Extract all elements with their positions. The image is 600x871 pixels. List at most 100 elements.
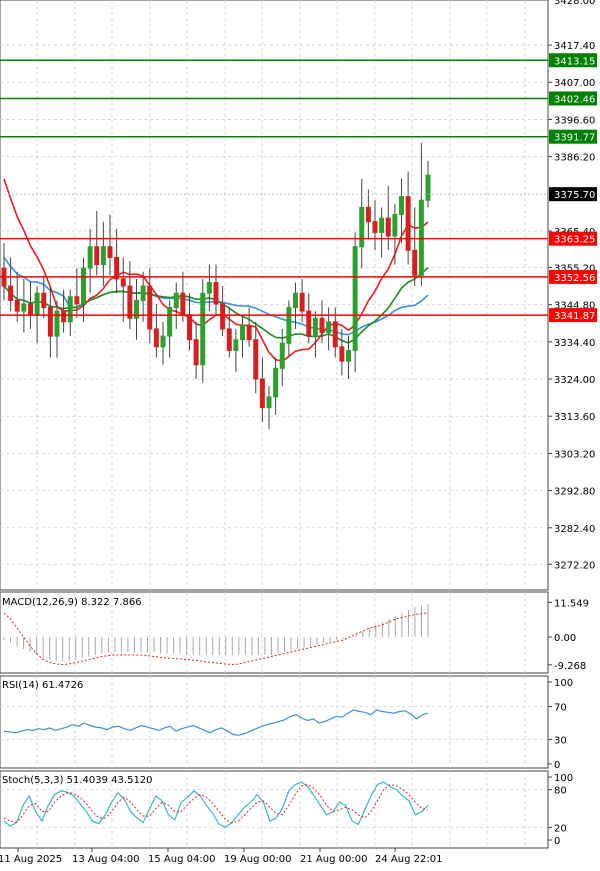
candle-body (319, 317, 325, 334)
candle-body (226, 328, 232, 351)
candle-body (213, 281, 219, 305)
candle-body (332, 321, 338, 348)
candle-body (352, 246, 358, 351)
candle-body (240, 324, 245, 341)
level-label: 3391.77 (554, 133, 595, 144)
current-price-label: 3375.70 (554, 190, 595, 201)
candle-body (187, 314, 192, 341)
y-tick-label: 3272.20 (554, 560, 595, 571)
candle-body (346, 349, 351, 362)
candle-body (8, 285, 14, 301)
rsi-tick-label: 30 (554, 735, 567, 746)
x-tick-label: 19 Aug 00:00 (224, 854, 291, 865)
candle-body (359, 206, 365, 248)
candle-body (246, 324, 252, 341)
y-tick-label: 3344.80 (554, 301, 595, 312)
candle-body (180, 292, 186, 316)
candle-body (365, 206, 371, 223)
level-label-box (549, 308, 597, 323)
x-tick-label: 15 Aug 04:00 (148, 854, 215, 865)
candle-body (206, 281, 212, 294)
level-label: 3402.46 (554, 94, 595, 105)
y-tick-label: 3428.00 (554, 0, 595, 7)
x-tick-label: 21 Aug 00:00 (300, 854, 367, 865)
candle-body (385, 217, 391, 237)
candle-body (61, 310, 67, 323)
y-tick-label: 3355.20 (554, 263, 595, 274)
candle-body (21, 303, 27, 312)
y-tick-label: 3282.40 (554, 524, 595, 535)
candle-body (120, 278, 126, 287)
y-tick-label: 3303.20 (554, 449, 595, 460)
stoch-d-line (3, 784, 429, 824)
candle-body (273, 367, 279, 398)
level-label: 3413.15 (554, 56, 595, 67)
x-tick-label: 24 Aug 22:01 (375, 854, 442, 865)
candle-body (266, 396, 272, 409)
level-label: 3352.56 (554, 273, 595, 284)
rsi-tick-label: 70 (554, 703, 567, 714)
candle-body (34, 292, 40, 316)
candle-body (399, 196, 404, 216)
candle-body (160, 335, 166, 348)
rsi-tick-label: 0 (554, 760, 560, 771)
candle-body (299, 292, 305, 312)
y-tick-label: 3407.00 (554, 78, 595, 89)
candle-body (14, 299, 20, 312)
stoch-k-line (3, 781, 429, 829)
y-tick-label: 3313.60 (554, 412, 595, 423)
candle-body (312, 317, 318, 337)
candle-body (47, 307, 53, 337)
y-tick-label: 3417.40 (554, 41, 595, 52)
macd-title: MACD(12,26,9) 8.322 7.866 (2, 597, 142, 608)
candle-body (100, 246, 106, 266)
candle-body (28, 303, 33, 316)
candle-body (87, 246, 93, 269)
macd-tick-label: 0.00 (554, 633, 576, 644)
level-label-box (549, 91, 597, 106)
candle-body (339, 346, 345, 362)
stoch-tick-label: 100 (554, 773, 573, 784)
candle-body (127, 285, 133, 319)
stoch-tick-label: 20 (554, 823, 567, 834)
candle-body (41, 292, 47, 309)
candle-body (286, 307, 292, 344)
current-price-box (549, 187, 597, 202)
candle-body (200, 292, 206, 366)
macd-tick-label: 11.549 (554, 598, 589, 609)
stoch-tick-label: 80 (554, 786, 567, 797)
candle-body (372, 221, 378, 233)
candle-body (54, 310, 60, 337)
y-tick-label: 3396.60 (554, 115, 595, 126)
candle-body (405, 196, 411, 251)
rsi-line (3, 709, 429, 736)
candle-body (114, 256, 120, 280)
level-label-box (549, 53, 597, 68)
candle-body (81, 267, 86, 305)
candle-body (173, 292, 179, 309)
macd-signal-line (3, 612, 429, 666)
y-tick-label: 3386.20 (554, 153, 595, 164)
candle-body (259, 378, 265, 409)
candle-body (379, 217, 385, 233)
y-tick-label: 3292.80 (554, 487, 595, 498)
candle-body (147, 285, 153, 330)
x-tick-label: 11 Aug 2025 (0, 854, 62, 865)
candle-body (74, 296, 80, 305)
candle-body (140, 285, 146, 301)
rsi-title: RSI(14) 61.4726 (2, 680, 83, 691)
macd-panel (0, 591, 549, 674)
candle-body (94, 246, 100, 266)
y-tick-label: 3334.40 (554, 338, 595, 349)
candle-body (418, 199, 424, 276)
candle-body (306, 310, 312, 337)
level-label-box (549, 269, 597, 284)
candle-body (233, 339, 239, 351)
stoch-tick-label: 0 (554, 836, 560, 847)
candle-body (153, 328, 159, 348)
rsi-tick-label: 100 (554, 678, 573, 689)
candle-body (220, 303, 226, 330)
candle-body (279, 342, 285, 369)
level-label-box (549, 129, 597, 144)
